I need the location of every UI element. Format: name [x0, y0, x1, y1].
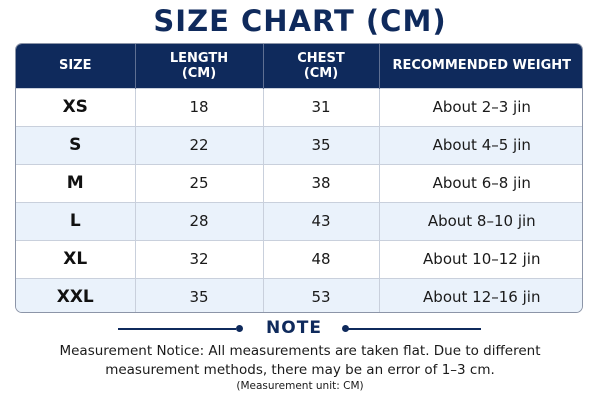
- chest-cell: 35: [263, 125, 380, 164]
- notice-line-1: Measurement Notice: All measurements are…: [59, 343, 541, 359]
- chest-cell: 53: [263, 277, 380, 312]
- size-cell: S: [16, 125, 136, 164]
- table-row: XL 32 48 About 10–12 jin: [16, 239, 582, 278]
- page-title: SIZE CHART (CM): [153, 4, 447, 38]
- header-length: LENGTH (CM): [135, 44, 264, 88]
- header-size: SIZE: [16, 44, 136, 88]
- table-row: XXL 35 53 About 12–16 jin: [16, 277, 582, 312]
- table-header-row: SIZE LENGTH (CM) CHEST (CM) RECOMMENDED WE…: [16, 44, 582, 88]
- size-cell: XXL: [16, 277, 136, 312]
- header-chest: CHEST (CM): [263, 44, 380, 88]
- length-cell: 32: [135, 239, 264, 278]
- note-divider-right: [348, 328, 481, 330]
- length-cell: 22: [135, 125, 264, 164]
- measurement-notice: Measurement Notice: All measurements are…: [40, 342, 560, 380]
- chest-cell: 38: [263, 163, 380, 202]
- length-cell: 28: [135, 201, 264, 240]
- chest-cell: 48: [263, 239, 380, 278]
- table-row: M 25 38 About 6–8 jin: [16, 163, 582, 202]
- size-cell: M: [16, 163, 136, 202]
- size-cell: XL: [16, 239, 136, 278]
- note-title: NOTE: [266, 318, 322, 338]
- size-cell: XS: [16, 87, 136, 126]
- table-row: S 22 35 About 4–5 jin: [16, 125, 582, 164]
- size-chart-table: SIZE LENGTH (CM) CHEST (CM) RECOMMENDED WE…: [15, 43, 583, 313]
- size-cell: L: [16, 201, 136, 240]
- chest-cell: 43: [263, 201, 380, 240]
- weight-cell: About 4–5 jin: [379, 125, 582, 164]
- length-cell: 35: [135, 277, 264, 312]
- chest-cell: 31: [263, 87, 380, 126]
- table-row: XS 18 31 About 2–3 jin: [16, 87, 582, 126]
- weight-cell: About 12–16 jin: [379, 277, 582, 312]
- table-row: L 28 43 About 8–10 jin: [16, 201, 582, 240]
- weight-cell: About 6–8 jin: [379, 163, 582, 202]
- note-dot-right: [342, 325, 349, 332]
- measurement-unit-note: (Measurement unit: CM): [236, 380, 364, 392]
- note-divider-left: [118, 328, 236, 330]
- weight-cell: About 2–3 jin: [379, 87, 582, 126]
- weight-cell: About 10–12 jin: [379, 239, 582, 278]
- header-recommended-weight: RECOMMENDED WEIGHT: [392, 58, 572, 74]
- length-cell: 18: [135, 87, 264, 126]
- length-cell: 25: [135, 163, 264, 202]
- notice-line-2: measurement methods, there may be an err…: [105, 362, 495, 378]
- note-heading: NOTE: [0, 318, 600, 340]
- weight-cell: About 8–10 jin: [379, 201, 582, 240]
- note-dot-left: [236, 325, 243, 332]
